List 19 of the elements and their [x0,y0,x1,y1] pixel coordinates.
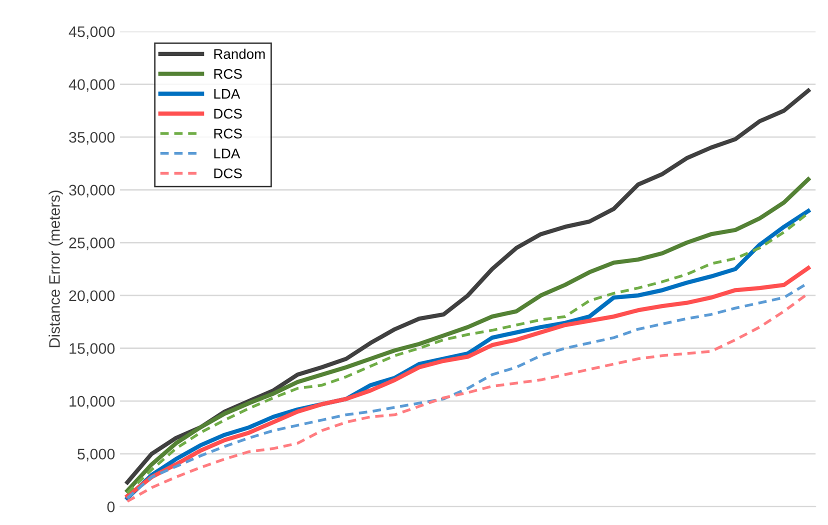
y-tick-label: 10,000 [70,396,115,409]
y-tick-label: 5,000 [78,448,115,462]
y-tick-label: 0 [107,501,115,512]
legend-label: DCS [214,108,242,119]
y-tick-label: 15,000 [70,343,115,356]
legend-label: DCS [214,168,242,178]
y-axis-title: Distance Error (meters) [48,190,63,348]
y-tick-label: 40,000 [68,79,115,92]
legend-label: RCS [214,128,242,139]
legend-label: LDA [214,89,240,99]
legend-label: LDA [214,148,240,158]
line-series [125,88,810,484]
y-tick-label: 35,000 [69,132,115,145]
y-tick-label: 45,000 [68,26,115,39]
y-tick-label: 25,000 [69,238,115,250]
y-tick-label: 30,000 [69,184,115,198]
y-tick-label: 20,000 [69,290,115,303]
legend-label: RCS [214,69,242,79]
legend-label: Random [214,48,265,59]
